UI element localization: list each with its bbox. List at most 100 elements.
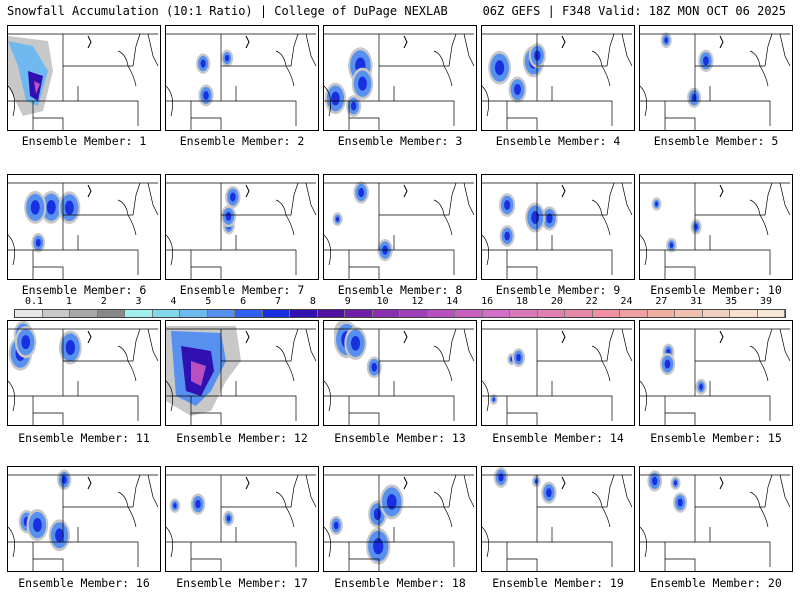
map-canvas [166,182,317,279]
colorbar-segment [372,310,400,317]
colorbar-tick-label: 20 [550,296,563,307]
ensemble-member-label: Ensemble Member: 15 [650,431,782,445]
ensemble-map-panel [7,466,161,572]
colorbar-tick-label: 4 [170,296,177,307]
map-canvas [166,474,317,571]
colorbar-tick-label: 9 [344,296,351,307]
map-canvas [8,33,159,130]
map-canvas [324,33,475,130]
ensemble-map-panel [165,466,319,572]
ensemble-member-label: Ensemble Member: 18 [334,576,466,590]
ensemble-map-panel [7,320,161,426]
colorbar-tick-label: 3 [135,296,142,307]
colorbar-tick-label: 6 [240,296,247,307]
colorbar-tick-label: 39 [759,296,773,307]
ensemble-map-panel [165,174,319,280]
ensemble-member-label: Ensemble Member: 4 [495,134,621,148]
colorbar-segment [207,310,235,317]
map-canvas [640,328,791,425]
ensemble-member-label: Ensemble Member: 10 [650,283,782,297]
map-canvas [640,32,791,130]
ensemble-map-panel [323,466,477,572]
colorbar-tick-label: 24 [620,296,633,307]
colorbar-tick-label: 35 [725,296,738,307]
ensemble-member-label: Ensemble Member: 3 [337,134,463,148]
colorbar-tick-label: 18 [515,296,529,307]
map-canvas [482,328,633,425]
ensemble-member-label: Ensemble Member: 8 [337,283,463,297]
ensemble-member-label: Ensemble Member: 2 [179,134,305,148]
colorbar-tick-label: 2 [100,296,107,307]
colorbar-tick-label: 5 [205,296,212,307]
colorbar-tick-label: 22 [585,296,598,307]
ensemble-member-label: Ensemble Member: 19 [492,576,624,590]
ensemble-map-panel [165,320,319,426]
colorbar-tick-label: 0.1 [24,296,44,307]
colorbar-tick-label: 8 [309,296,316,307]
colorbar-segment [262,310,290,317]
colorbar-segment [180,310,208,317]
colorbar-segment [455,310,483,317]
colorbar-tick-label: 1 [65,296,72,307]
colorbar-segment [510,310,538,317]
ensemble-map-panel [323,25,477,131]
ensemble-member-label: Ensemble Member: 1 [21,134,147,148]
ensemble-member-label: Ensemble Member: 12 [176,431,308,445]
ensemble-map-panel [323,320,477,426]
ensemble-map-panel [165,25,319,131]
map-canvas [482,33,633,130]
ensemble-member-label: Ensemble Member: 6 [21,283,147,297]
ensemble-map-panel [481,466,635,572]
colorbar-segment [757,310,785,317]
colorbar-segment [730,310,758,317]
colorbar-segment [70,310,98,317]
colorbar-segment [620,310,648,317]
colorbar-tick-label: 12 [411,296,424,307]
ensemble-map-panel [639,174,793,280]
colorbar-segment [235,310,263,317]
map-canvas [482,467,633,571]
colorbar-segment [42,310,70,317]
colorbar-tick-label: 14 [446,296,459,307]
colorbar-segment [400,310,428,317]
colorbar-labels: 0.1 1 2 3 4 5 6 7 8 9 10 12 14 16 18 20 22 24 27 31 35 39 [14,296,786,308]
colorbar-segment [565,310,593,317]
map-canvas [8,321,159,425]
colorbar-tick-label: 31 [690,296,703,307]
ensemble-map-panel [7,25,161,131]
colorbar-segment [482,310,510,317]
ensemble-member-label: Ensemble Member: 9 [495,283,621,297]
map-canvas [324,181,475,279]
colorbar-segment [592,310,620,317]
map-canvas [640,182,791,279]
ensemble-map-panel [323,174,477,280]
ensemble-member-label: Ensemble Member: 5 [653,134,779,148]
colorbar-segment [152,310,180,317]
map-canvas [8,469,159,571]
colorbar-segment [290,310,318,317]
colorbar-segment [317,310,345,317]
colorbar-segment [97,310,125,317]
ensemble-map-panel [481,320,635,426]
ensemble-member-label: Ensemble Member: 17 [176,576,308,590]
map-canvas [324,321,475,425]
map-title: Snowfall Accumulation (10:1 Ratio) | Col… [7,4,448,18]
colorbar [14,309,786,318]
ensemble-member-label: Ensemble Member: 20 [650,576,782,590]
colorbar-segment [647,310,675,317]
colorbar-segment [675,310,703,317]
ensemble-map-panel [7,174,161,280]
colorbar-segment [537,310,565,317]
ensemble-member-label: Ensemble Member: 14 [492,431,624,445]
map-canvas [482,182,633,279]
colorbar-tick-label: 10 [376,296,389,307]
ensemble-map-panel [639,25,793,131]
map-canvas [640,470,791,571]
map-canvas [324,474,475,571]
ensemble-member-label: Ensemble Member: 7 [179,283,305,297]
colorbar-segment [125,310,153,317]
colorbar-segment [427,310,455,317]
ensemble-member-label: Ensemble Member: 13 [334,431,466,445]
ensemble-map-panel [481,174,635,280]
run-valid-time: 06Z GEFS | F348 Valid: 18Z MON OCT 06 20… [482,4,786,18]
